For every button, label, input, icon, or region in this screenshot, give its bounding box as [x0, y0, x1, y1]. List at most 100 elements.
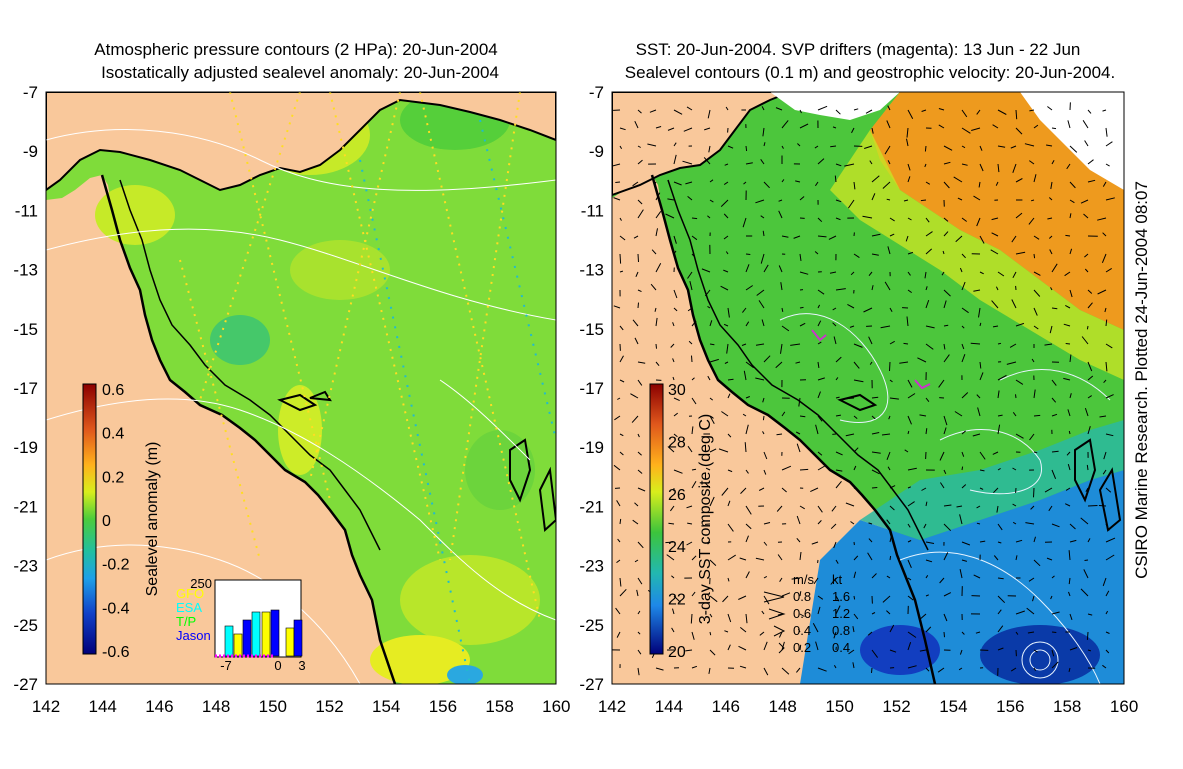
velocity-arrow [727, 469, 733, 473]
velocity-arrow [887, 105, 891, 111]
velocity-arrow [762, 397, 765, 403]
sst-colorbar-tick: 24 [668, 539, 686, 556]
lat-tick-label: -19 [579, 438, 604, 457]
velocity-arrow [1012, 467, 1017, 471]
velocity-arrow [759, 631, 765, 636]
velocity-arrow [781, 179, 785, 183]
inset-x-tick: 3 [298, 658, 305, 673]
velocity-arrow [868, 538, 873, 543]
velocity-arrow [961, 631, 965, 635]
velocity-arrow [814, 145, 819, 149]
velocity-legend-kt: 1.2 [832, 606, 850, 621]
velocity-arrow [1080, 199, 1089, 204]
velocity-arrow [925, 286, 928, 291]
velocity-arrow [851, 127, 855, 134]
velocity-arrow [1051, 307, 1058, 310]
lat-tick-label: -13 [579, 261, 604, 280]
velocity-arrow [619, 253, 622, 264]
velocity-arrow [739, 627, 747, 633]
velocity-arrow [1105, 127, 1108, 137]
altimeter-tracks [179, 92, 541, 621]
velocity-arrow [1084, 559, 1089, 561]
velocity-arrow [781, 411, 786, 417]
velocity-arrow [925, 299, 930, 309]
velocity-arrow [1086, 464, 1089, 471]
velocity-arrow [763, 142, 766, 147]
velocity-arrow [721, 411, 729, 417]
velocity-arrow [615, 607, 621, 615]
lat-tick-label: -11 [581, 201, 604, 220]
velocity-arrow [1105, 590, 1110, 597]
velocity-arrow [845, 433, 855, 437]
velocity-arrow [889, 485, 896, 489]
velocity-arrow [1087, 361, 1093, 372]
velocity-arrow [961, 559, 968, 562]
velocity-arrow [709, 343, 715, 346]
velocity-arrow [943, 324, 949, 327]
velocity-arrow [889, 555, 892, 561]
velocity-arrow [1032, 595, 1035, 602]
velocity-arrow [961, 127, 971, 134]
velocity-arrow [687, 307, 693, 312]
velocity-arrow [637, 253, 639, 263]
velocity-arrow [1087, 426, 1091, 435]
velocity-arrow [686, 541, 693, 546]
velocity-arrow [632, 319, 639, 327]
inset-bar [224, 625, 234, 657]
velocity-arrow [1051, 631, 1057, 633]
velocity-arrow [613, 305, 621, 309]
velocity-arrow [637, 289, 642, 293]
velocity-arrow [955, 235, 963, 243]
velocity-arrow [991, 300, 999, 309]
velocity-arrow [1051, 160, 1055, 165]
velocity-arrow [1063, 323, 1071, 327]
velocity-arrow [797, 143, 801, 147]
velocity-arrow [954, 411, 963, 417]
velocity-arrow [1033, 253, 1036, 259]
velocity-arrow [1068, 591, 1071, 597]
velocity-arrow [817, 391, 821, 399]
velocity-arrow [637, 649, 642, 655]
velocity-arrow [1010, 145, 1017, 149]
velocity-arrow [799, 271, 809, 275]
inset-x-ticks: -7 0 3 [220, 658, 305, 673]
velocity-arrow [844, 163, 855, 167]
velocity-arrow [871, 285, 874, 291]
velocity-arrow [775, 107, 783, 111]
velocity-arrow [631, 415, 639, 423]
inset-bar [270, 609, 280, 657]
velocity-arrow [633, 235, 639, 239]
velocity-arrow [919, 414, 927, 417]
velocity-arrow [961, 430, 966, 435]
velocity-arrow [971, 127, 981, 131]
velocity-arrow [671, 627, 675, 633]
velocity-arrow [724, 630, 729, 633]
velocity-arrow [1029, 160, 1035, 165]
velocity-arrow [871, 573, 877, 579]
velocity-arrow [704, 127, 711, 131]
velocity-arrow [1105, 523, 1110, 531]
velocity-arrow [1051, 263, 1058, 273]
velocity-arrow [1102, 232, 1107, 237]
velocity-arrow [992, 451, 999, 455]
right-lon-labels: 142 144 146 148 150 152 154 156 158 160 [598, 697, 1138, 716]
velocity-arrow [636, 589, 639, 597]
velocity-arrow [1082, 120, 1089, 129]
velocity-arrow [907, 379, 913, 388]
velocity-arrow [1012, 412, 1017, 417]
velocity-arrow [790, 343, 801, 346]
velocity-arrow [1087, 505, 1098, 507]
velocity-arrow [810, 487, 819, 493]
sst-cold-eddy [980, 625, 1100, 684]
lon-tick-label: 154 [939, 697, 967, 716]
velocity-arrow [617, 538, 621, 543]
velocity-arrow [665, 213, 675, 219]
sst-colorbar-ticks: 30 28 26 24 22 20 [668, 382, 686, 661]
sst-colorbar-tick: 20 [668, 644, 686, 661]
left-lat-labels: -7 -9 -11 -13 -15 -17 -19 -21 -23 -25 -27 [13, 83, 38, 694]
velocity-arrow [1051, 523, 1060, 528]
velocity-arrow [835, 559, 839, 564]
velocity-arrow [637, 361, 646, 364]
velocity-arrow [1102, 664, 1107, 669]
velocity-arrow [977, 407, 981, 417]
